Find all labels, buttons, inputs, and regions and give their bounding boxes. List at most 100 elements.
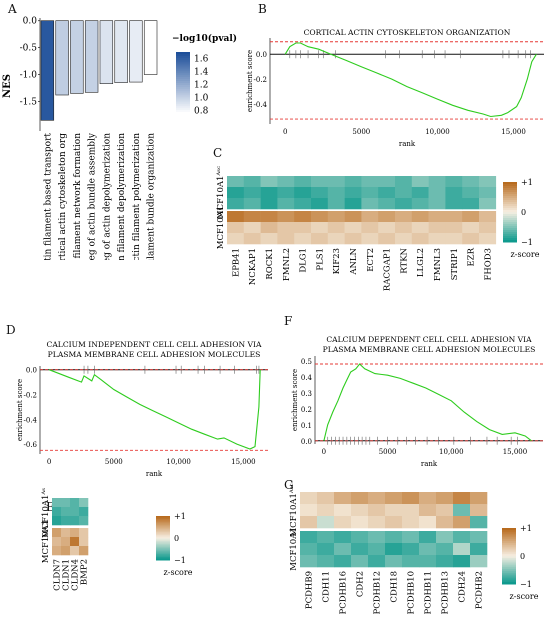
heatmap-cell — [445, 222, 463, 234]
heatmap-cell — [227, 187, 245, 199]
y-axis-title: enrichment score — [16, 379, 24, 441]
legend-gradient-step — [176, 54, 190, 57]
y-tick-label: 0.0 — [26, 367, 37, 375]
legend-gradient-step — [502, 561, 516, 564]
heatmap-cell — [311, 176, 329, 188]
y-axis-title: NES — [2, 74, 13, 98]
heatmap-cell — [334, 555, 352, 568]
x-tick-label: Cortical actin cytoskeleton org — [58, 133, 68, 260]
heatmap-cell — [227, 211, 245, 223]
legend-title: z-score — [164, 568, 193, 577]
legend-tick-label: −1 — [521, 238, 533, 247]
x-axis-title: rank — [146, 470, 163, 478]
legend-gradient-step — [156, 552, 170, 555]
heatmap-cell — [260, 211, 278, 223]
legend-gradient-step — [503, 234, 517, 237]
x-tick-label: 15,000 — [503, 448, 528, 456]
column-label: PCDHB12 — [373, 571, 383, 615]
column-label: FMNL2 — [282, 248, 292, 281]
heatmap-cell — [462, 222, 480, 234]
heatmap-cell — [327, 222, 345, 234]
legend-gradient-step — [502, 557, 516, 561]
heatmap-cell — [300, 504, 318, 517]
x-tick-label: 10,000 — [425, 128, 450, 136]
heatmap-cell — [479, 222, 497, 234]
bar — [114, 20, 128, 83]
x-tick-label: 10,000 — [166, 458, 191, 466]
legend-gradient-step — [176, 74, 190, 78]
heatmap-cell — [428, 187, 446, 199]
column-label: ANLN — [349, 247, 359, 275]
heatmap-cell — [300, 492, 318, 505]
heatmap-cell — [411, 187, 429, 199]
heatmap-cell — [436, 555, 454, 568]
heatmap-cell — [61, 498, 71, 508]
legend-tick-label: 0 — [520, 552, 525, 561]
legend-gradient-step — [502, 554, 516, 557]
column-label: RTKN — [399, 247, 409, 273]
legend-tick-label: +1 — [520, 524, 532, 533]
heatmap-cell — [470, 504, 488, 517]
heatmap-cell — [378, 187, 396, 199]
legend-gradient-step — [503, 208, 517, 211]
heatmap-cell — [436, 531, 454, 544]
x-tick-label: Neg reg of actin depolymerization — [102, 133, 112, 260]
heatmap-cell — [61, 507, 71, 517]
heatmap-cell — [378, 176, 396, 188]
legend-gradient-step — [502, 574, 516, 578]
legend-gradient-step — [156, 530, 170, 533]
heatmap-cell — [334, 504, 352, 517]
legend-gradient-step — [503, 236, 517, 239]
heatmap-cell — [361, 222, 379, 234]
column-label: EPB41 — [231, 248, 241, 277]
panel-label-d: D — [6, 323, 16, 337]
heatmap-cell — [419, 531, 437, 544]
heatmap-cell — [327, 176, 345, 188]
heatmap-cell — [52, 546, 62, 556]
heatmap-cell — [294, 187, 312, 199]
panel-label-e: E — [46, 500, 55, 514]
heatmap-cell — [300, 516, 318, 529]
legend-gradient-step — [503, 218, 517, 221]
legend-gradient-step — [502, 576, 516, 579]
heatmap-cell — [453, 543, 471, 556]
column-label: STRIP1 — [450, 248, 460, 280]
heatmap-cell — [378, 211, 396, 223]
chart-b-enrichment-cortical-actin: CORTICAL ACTIN CYTOSKELETON ORGANIZATION… — [246, 28, 544, 148]
heatmap-cell — [294, 222, 312, 234]
legend-tick-label: +1 — [521, 178, 533, 187]
legend-gradient-step — [503, 212, 517, 215]
heatmap-cell — [470, 543, 488, 556]
heatmap-cell — [368, 516, 386, 529]
heatmap-cell — [402, 492, 420, 505]
heatmap-cell — [70, 498, 80, 508]
legend-gradient-step — [502, 580, 516, 583]
heatmap-cell — [462, 233, 480, 245]
x-tick-label: Neg reg of actin filament polymerization — [132, 133, 142, 260]
heatmap-cell — [470, 492, 488, 505]
legend-gradient-step — [503, 188, 517, 191]
legend-gradient-step — [502, 529, 516, 533]
legend-gradient-step — [176, 99, 190, 103]
legend-gradient-step — [176, 68, 190, 72]
heatmap-cell — [385, 504, 403, 517]
heatmap-cell — [470, 531, 488, 544]
heatmap-cell — [445, 211, 463, 223]
legend-gradient-step — [502, 531, 516, 535]
heatmap-cell — [61, 516, 71, 526]
chart-a-bar-nes: NES 0.0 -0.5 -1.0 -1.5 Actin filament based t… — [2, 17, 237, 260]
column-label: CDH24 — [458, 571, 468, 603]
legend-gradient-step — [176, 66, 190, 70]
column-label: CLDN1 — [62, 559, 72, 591]
column-label: CDH2 — [356, 571, 366, 597]
heatmap-cell — [260, 222, 278, 234]
column-label: PCDHB11 — [424, 571, 434, 615]
chart-title: CORTICAL ACTIN CYTOSKELETON ORGANIZATION — [304, 28, 511, 37]
y-tick-label: 0.4 — [301, 374, 313, 382]
legend-gradient-step — [176, 91, 190, 94]
heatmap-cell — [227, 176, 245, 188]
bar — [70, 20, 84, 94]
heatmap-cell — [402, 504, 420, 517]
legend-gradient-step — [503, 192, 517, 195]
